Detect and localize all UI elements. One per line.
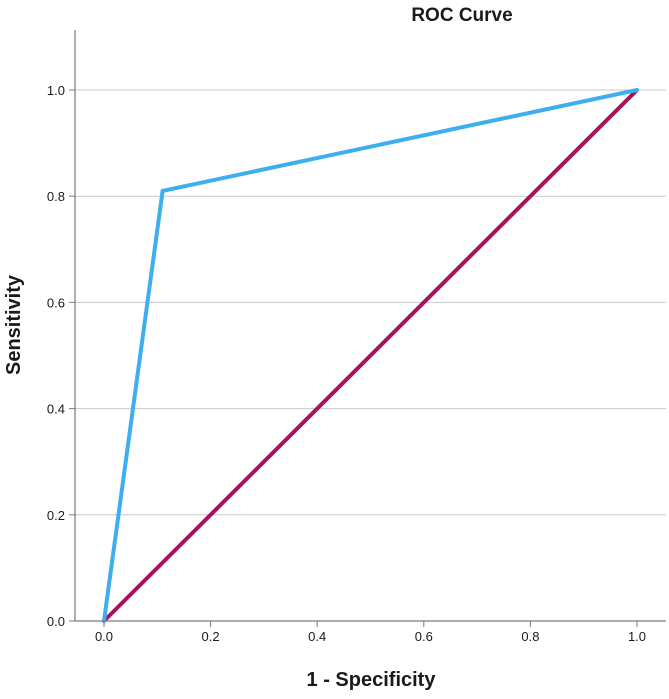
y-tick-label: 1.0	[47, 83, 65, 98]
x-tick-label: 0.0	[95, 629, 113, 644]
x-tick-label: 0.2	[202, 629, 220, 644]
grid-layer	[75, 89, 666, 516]
y-tick-label: 0.2	[47, 508, 65, 523]
x-tick-label: 0.8	[521, 629, 539, 644]
roc-curve-line	[102, 88, 639, 623]
x-tick-label: 1.0	[628, 629, 646, 644]
y-tick-label: 0.8	[47, 189, 65, 204]
y-tick-label: 0.0	[47, 614, 65, 629]
x-tick-label: 0.4	[308, 629, 326, 644]
reference-line-line	[102, 88, 639, 623]
y-tick-label: 0.6	[47, 295, 65, 310]
y-tick-label: 0.4	[47, 402, 65, 417]
label-layer: ROC Curve 1 - Specificity Sensitivity	[3, 5, 513, 691]
series-layer	[102, 88, 639, 623]
axis-layer: 0.0 0.2 0.4 0.6 0.8 1.0 0.0 0.2 0.4 0.6 0.8 1.0	[47, 30, 666, 644]
x-axis-title: 1 - Specificity	[307, 669, 437, 691]
x-tick-label: 0.6	[415, 629, 433, 644]
chart-title: ROC Curve	[411, 5, 512, 26]
y-axis-title: Sensitivity	[3, 274, 25, 375]
